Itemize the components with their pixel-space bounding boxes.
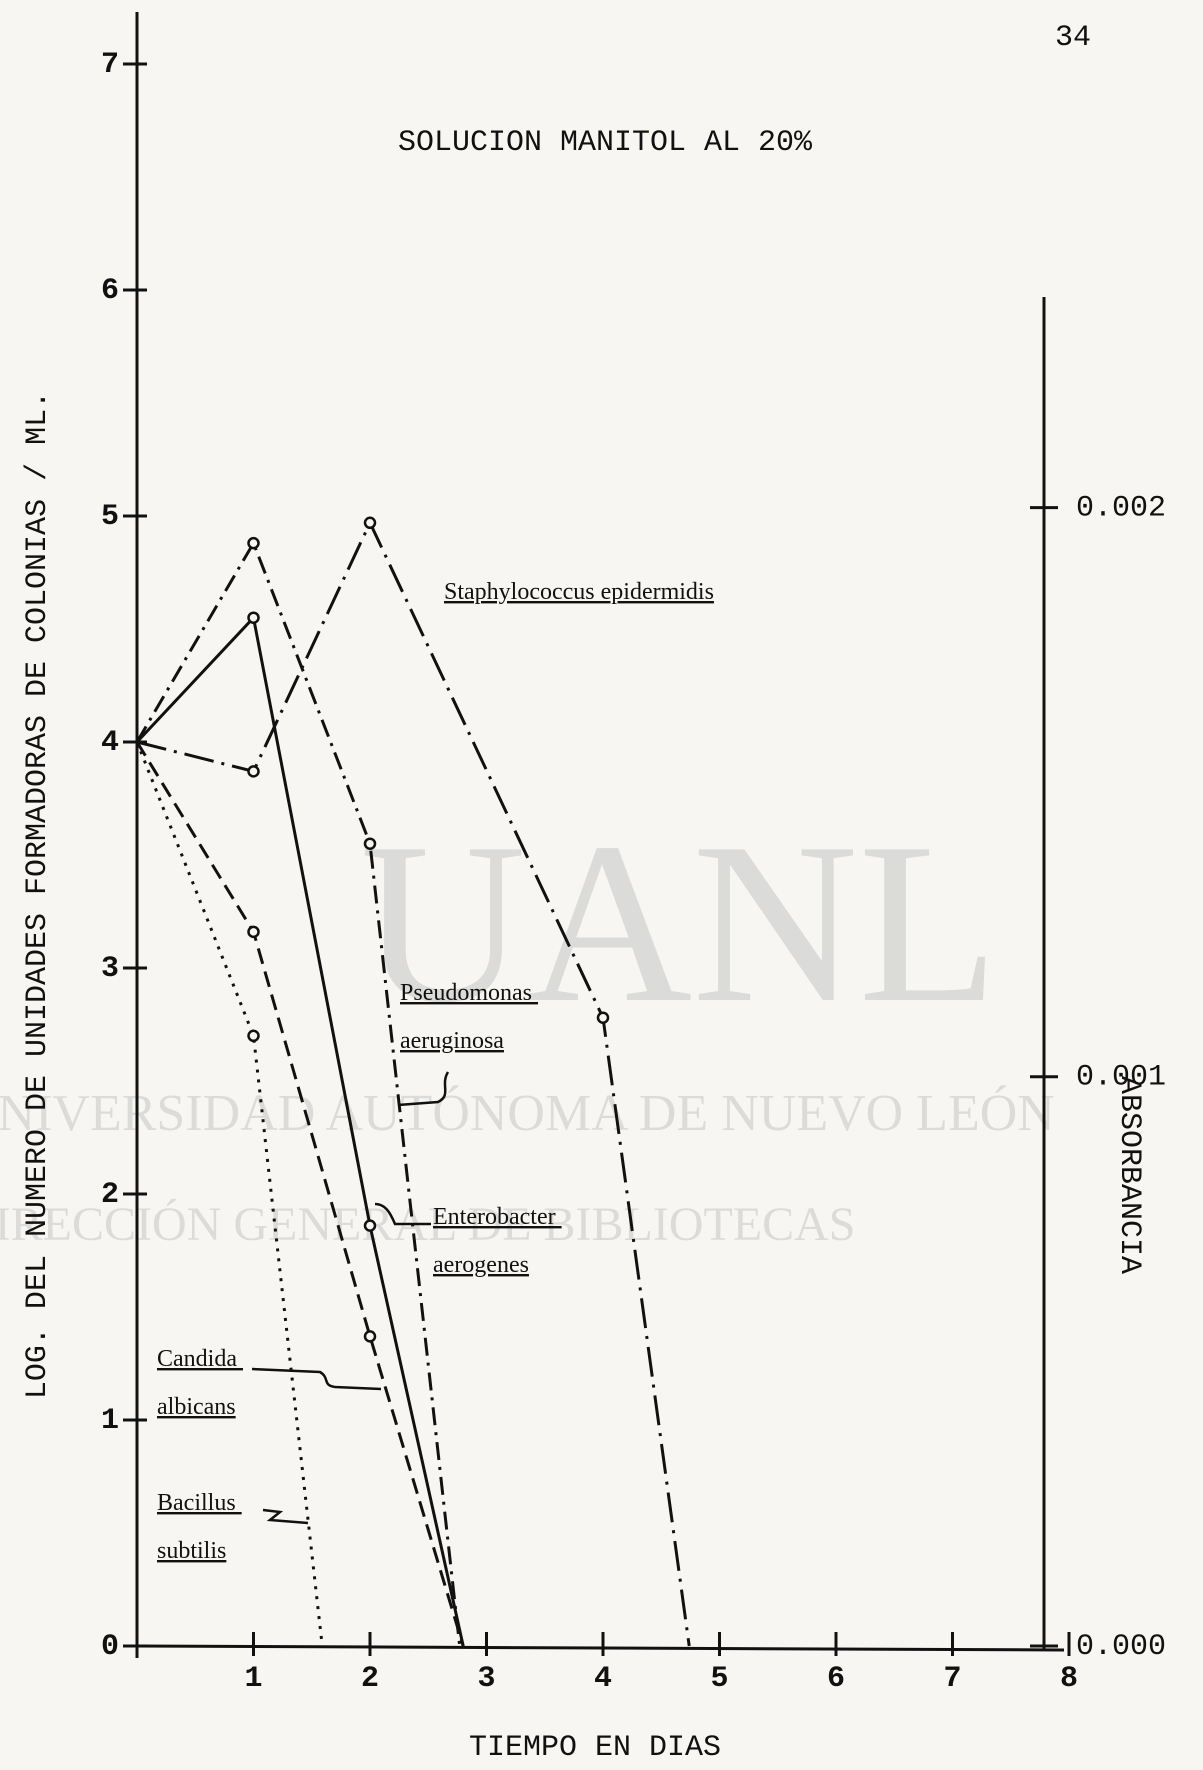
data-point [363, 516, 377, 530]
series-line [135, 614, 465, 1647]
y2-axis-label: ABSORBANCIA [1112, 1076, 1146, 1274]
x-tick-label: 4 [594, 1662, 612, 1696]
x-tick-label: 7 [943, 1662, 961, 1696]
arrows [251, 1071, 450, 1525]
x-tick-label: 6 [827, 1662, 845, 1696]
page-number: 34 [1055, 21, 1091, 55]
watermark: UNIVERSIDAD AUTÓNOMA DE NUEVO LEÓN [0, 1084, 1055, 1142]
y-axis-label: LOG. DEL NUMERO DE UNIDADES FORMADORAS D… [21, 391, 55, 1399]
arrow [374, 1202, 431, 1226]
series-label: Bacillus subtilis [157, 1490, 242, 1564]
series-line [135, 539, 462, 1647]
x-tick-label: 2 [361, 1662, 379, 1696]
arrow [262, 1508, 309, 1525]
x-axis [136, 1644, 1065, 1652]
x-tick-label: 5 [710, 1662, 728, 1696]
chart-title: SOLUCION MANITOL AL 20% [398, 126, 813, 160]
watermark: UANL [360, 795, 999, 1050]
arrow [251, 1367, 382, 1391]
x-tick-label: 3 [477, 1662, 495, 1696]
data-point [247, 1029, 260, 1043]
y-tick-label: 0 [101, 1630, 119, 1664]
data-point [247, 765, 260, 778]
y-tick-label: 1 [101, 1404, 119, 1438]
y2-tick-label: 0.001 [1076, 1061, 1166, 1095]
data-point [247, 611, 260, 624]
series-line [135, 741, 465, 1647]
y-tick-label: 6 [101, 274, 119, 308]
series-label: Candida albicans [157, 1346, 243, 1420]
x-tick-label: 1 [244, 1662, 262, 1696]
y-tick-label: 2 [101, 1178, 119, 1212]
y-tick-label: 7 [101, 48, 119, 82]
data-point [247, 536, 260, 550]
y-tick-label: 3 [101, 952, 119, 986]
y-tick-label: 4 [101, 726, 119, 760]
x-tick-label: 8 [1060, 1662, 1078, 1696]
y2-tick-label: 0.000 [1076, 1630, 1166, 1664]
arrow [397, 1071, 450, 1107]
y2-tick-label: 0.002 [1076, 492, 1166, 526]
data-point [363, 1330, 377, 1343]
series-label: Pseudomonas aeruginosa [400, 980, 538, 1054]
y-tick-label: 5 [101, 500, 119, 534]
x-axis-label: TIEMPO EN DIAS [469, 1731, 721, 1765]
data-point [363, 837, 377, 850]
data-point [363, 1219, 377, 1232]
data-point [247, 925, 260, 939]
series-label: Staphylococcus epidermidis [444, 579, 714, 605]
series-label: Enterobacter aerogenes [433, 1204, 562, 1278]
data-point [596, 1011, 610, 1024]
